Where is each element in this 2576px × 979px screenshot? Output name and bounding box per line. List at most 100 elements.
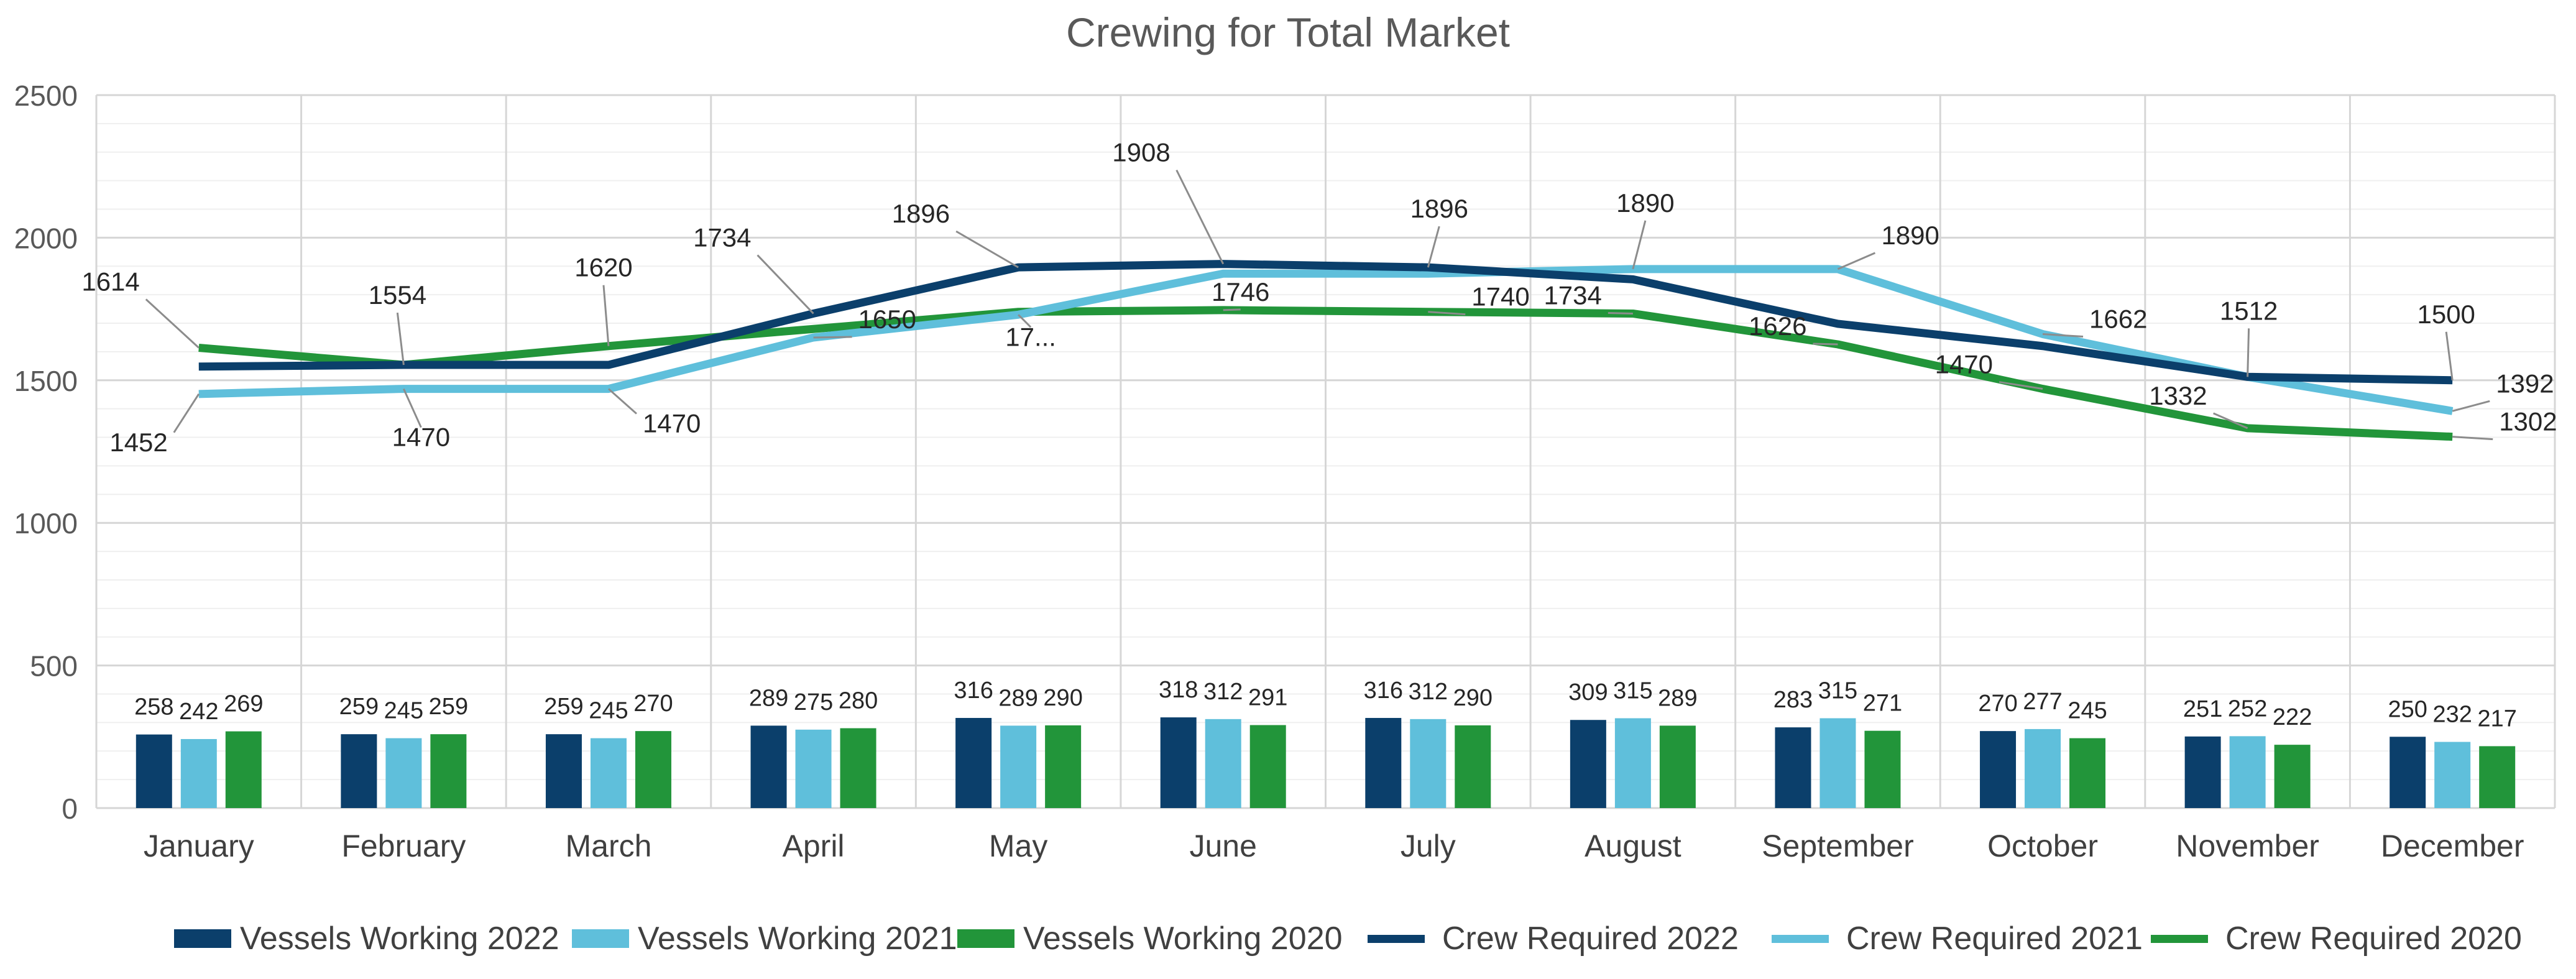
line-value-label: 1614 xyxy=(81,267,139,296)
legend-item: Vessels Working 2020 xyxy=(957,911,1343,967)
line-value-label: 1554 xyxy=(369,280,426,310)
bar-value-label: 222 xyxy=(2273,704,2312,730)
line-value-label: 17... xyxy=(1005,322,1056,351)
series-line xyxy=(198,306,2453,441)
legend-item: Crew Required 2022 xyxy=(1368,911,1739,967)
lines xyxy=(198,260,2454,441)
label-leader-line xyxy=(2247,328,2250,377)
legend-swatch xyxy=(1368,934,1425,943)
line-value-label: 1500 xyxy=(2417,300,2475,329)
y-axis: 0 500 1000 1500 2000 2500 xyxy=(14,80,78,825)
chart-title: Crewing for Total Market xyxy=(1065,9,1511,55)
bar xyxy=(795,729,832,808)
line-value-label: 1470 xyxy=(643,409,701,438)
line-value-label: 1332 xyxy=(2149,381,2207,410)
line-value-label: 1470 xyxy=(392,423,450,452)
bar xyxy=(1775,727,1811,808)
bar xyxy=(2184,736,2221,808)
bar xyxy=(840,728,876,808)
bar xyxy=(136,734,172,808)
line-value-labels: 1554 1734 1896 1908 1896 1512 1500 1452 1470 1470… xyxy=(81,138,2557,457)
bar xyxy=(1614,718,1651,808)
bar xyxy=(2479,746,2516,808)
bar xyxy=(750,725,787,808)
bar-value-label: 245 xyxy=(384,698,423,724)
line-value-label: 1650 xyxy=(858,305,916,334)
line-value-label: 1896 xyxy=(1410,194,1468,223)
line-value-label: 1890 xyxy=(1616,188,1674,218)
bar xyxy=(2274,745,2311,808)
bar xyxy=(1365,718,1402,808)
line-value-label: 1392 xyxy=(2496,369,2554,398)
y-tick-label: 2000 xyxy=(14,222,78,254)
bar xyxy=(1045,725,1082,808)
bar-value-label: 280 xyxy=(839,688,878,714)
bar-value-label: 315 xyxy=(1818,678,1857,704)
legend-item: Crew Required 2021 xyxy=(1772,911,2143,967)
bar-value-label: 259 xyxy=(429,694,468,720)
bar xyxy=(1000,725,1037,808)
bar-value-label: 217 xyxy=(2478,706,2517,732)
y-tick-label: 0 xyxy=(62,793,78,825)
bar-value-label: 318 xyxy=(1159,677,1198,703)
label-leader-line xyxy=(145,298,200,349)
bar-value-label: 316 xyxy=(1364,678,1403,704)
bar xyxy=(180,738,217,808)
label-leader-line xyxy=(396,312,405,365)
bar-value-label: 289 xyxy=(1658,685,1697,711)
legend-item: Crew Required 2020 xyxy=(2151,911,2522,967)
line-value-label: 1470 xyxy=(1935,350,1993,379)
bar xyxy=(1160,717,1197,808)
line-value-label: 1734 xyxy=(693,223,751,252)
legend-item: Vessels Working 2022 xyxy=(174,911,559,967)
bar xyxy=(2069,738,2106,808)
x-tick-label: April xyxy=(783,829,845,863)
y-tick-label: 1500 xyxy=(14,365,78,397)
bar xyxy=(1205,719,1241,808)
legend-label: Vessels Working 2022 xyxy=(240,921,559,957)
bar-value-label: 250 xyxy=(2388,696,2427,722)
bar xyxy=(225,731,262,808)
line-value-label: 1302 xyxy=(2499,407,2557,436)
bar xyxy=(1249,725,1286,808)
grid-lines xyxy=(95,94,2556,809)
label-leader-line xyxy=(2445,331,2454,380)
line-value-label: 1746 xyxy=(1212,277,1269,306)
line-value-label: 1452 xyxy=(109,428,167,457)
bar xyxy=(1570,720,1606,808)
x-tick-label: August xyxy=(1585,829,1681,863)
bar-value-label: 269 xyxy=(224,691,263,717)
bar xyxy=(545,734,582,808)
bar-value-label: 275 xyxy=(794,689,833,715)
bar-value-label: 259 xyxy=(544,694,583,720)
label-leader-line xyxy=(813,336,852,339)
bar-value-label: 283 xyxy=(1773,687,1813,713)
bar xyxy=(1659,725,1696,808)
bar-value-label: 289 xyxy=(998,685,1037,711)
bar-value-label: 258 xyxy=(134,694,173,720)
legend-swatch xyxy=(2151,934,2208,943)
label-leader-line xyxy=(403,388,422,428)
label-leader-line xyxy=(2452,400,2490,412)
bar-value-label: 242 xyxy=(179,699,218,725)
x-tick-label: December xyxy=(2381,829,2524,863)
label-leader-line xyxy=(173,393,200,433)
bar xyxy=(385,738,422,808)
x-axis: January February March April May June July Augu… xyxy=(144,829,2524,863)
x-tick-label: March xyxy=(565,829,651,863)
bar xyxy=(1980,731,2017,808)
line-value-label: 1620 xyxy=(574,253,632,282)
label-leader-line xyxy=(602,285,610,346)
bar xyxy=(430,734,467,808)
legend-label: Crew Required 2020 xyxy=(2225,921,2522,957)
line-value-label: 1740 xyxy=(1471,282,1529,311)
x-tick-label: October xyxy=(1987,829,2098,863)
x-tick-label: July xyxy=(1401,829,1456,863)
bar xyxy=(1819,718,1856,808)
label-leader-line xyxy=(757,254,814,315)
x-tick-label: November xyxy=(2176,829,2319,863)
bar-value-label: 271 xyxy=(1863,691,1902,717)
bar-value-label: 252 xyxy=(2228,696,2267,722)
